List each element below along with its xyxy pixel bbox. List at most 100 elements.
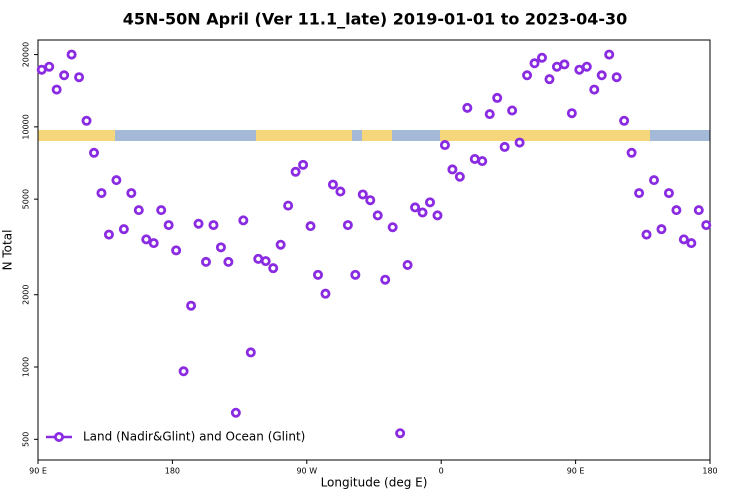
land-strip [362, 130, 392, 141]
data-point [432, 210, 443, 221]
data-point [372, 210, 383, 221]
data-point [589, 84, 600, 95]
data-point [245, 347, 256, 358]
data-point [320, 288, 331, 299]
data-point [171, 245, 182, 256]
y-tick-label: 10000 [22, 114, 31, 139]
data-point [208, 220, 219, 231]
data-point [290, 166, 301, 177]
data-point [693, 205, 704, 216]
data-point [342, 220, 353, 231]
data-point [671, 205, 682, 216]
data-point [439, 140, 450, 151]
data-point [581, 61, 592, 72]
data-point [395, 428, 406, 439]
data-point [283, 200, 294, 211]
data-point [522, 70, 533, 81]
data-point [275, 239, 286, 250]
data-point [133, 205, 144, 216]
plot-frame [37, 39, 711, 461]
y-tick-label: 500 [22, 432, 31, 447]
data-point [305, 221, 316, 232]
data-point [626, 147, 637, 158]
x-tick-label: 180 [165, 467, 180, 476]
data-point [148, 238, 159, 249]
data-point [701, 220, 712, 231]
data-point [103, 229, 114, 240]
data-point [312, 269, 323, 280]
data-point [111, 175, 122, 186]
y-tick-label: 2000 [22, 285, 31, 305]
x-tick-label: 90 E [29, 467, 47, 476]
data-point [484, 109, 495, 120]
data-point [238, 215, 249, 226]
data-point [260, 256, 271, 267]
data-point [410, 202, 421, 213]
legend-marker [54, 431, 65, 442]
data-point [126, 188, 137, 199]
data-point [596, 70, 607, 81]
data-point [656, 224, 667, 235]
data-point [611, 72, 622, 83]
surface-strip [38, 130, 710, 141]
data-point [641, 229, 652, 240]
data-point [387, 222, 398, 233]
legend-label: Land (Nadir&Glint) and Ocean (Glint) [83, 430, 305, 444]
data-point [663, 188, 674, 199]
data-point [492, 92, 503, 103]
data-point [559, 59, 570, 70]
data-point [619, 115, 630, 126]
data-point [634, 188, 645, 199]
data-point [118, 224, 129, 235]
data-point [544, 74, 555, 85]
data-point [417, 207, 428, 218]
data-point [178, 366, 189, 377]
data-point [462, 102, 473, 113]
data-point [298, 159, 309, 170]
data-point [230, 407, 241, 418]
data-point [566, 108, 577, 119]
data-point [649, 175, 660, 186]
land-strip [38, 130, 115, 141]
y-axis-label: N Total [1, 230, 15, 271]
x-tick-label: 90 E [567, 467, 585, 476]
data-point [215, 242, 226, 253]
data-point [335, 186, 346, 197]
data-point [223, 256, 234, 267]
x-tick-label: 0 [439, 467, 444, 476]
land-strip [440, 130, 650, 141]
data-point [141, 234, 152, 245]
data-point [365, 195, 376, 206]
data-point [447, 164, 458, 175]
data-point [59, 70, 70, 81]
x-tick-label: 180 [702, 467, 717, 476]
data-point [66, 49, 77, 60]
data-point [424, 197, 435, 208]
data-point [81, 115, 92, 126]
data-point [200, 256, 211, 267]
data-point [163, 220, 174, 231]
data-point [74, 72, 85, 83]
data-point [454, 171, 465, 182]
data-point [537, 52, 548, 63]
data-point [499, 141, 510, 152]
y-tick-label: 1000 [22, 357, 31, 377]
data-point [514, 137, 525, 148]
data-point [327, 179, 338, 190]
data-point [186, 300, 197, 311]
data-point [380, 274, 391, 285]
data-point [507, 105, 518, 116]
data-point [678, 234, 689, 245]
chart-title: 45N-50N April (Ver 11.1_late) 2019-01-01… [123, 10, 628, 29]
data-point [89, 147, 100, 158]
data-point [357, 189, 368, 200]
data-point [156, 205, 167, 216]
x-tick-label: 90 W [296, 467, 317, 476]
data-point [529, 58, 540, 69]
data-point [96, 188, 107, 199]
y-tick-label: 20000 [22, 42, 31, 67]
land-strip [256, 130, 352, 141]
y-tick-label: 5000 [22, 189, 31, 209]
data-point [193, 218, 204, 229]
